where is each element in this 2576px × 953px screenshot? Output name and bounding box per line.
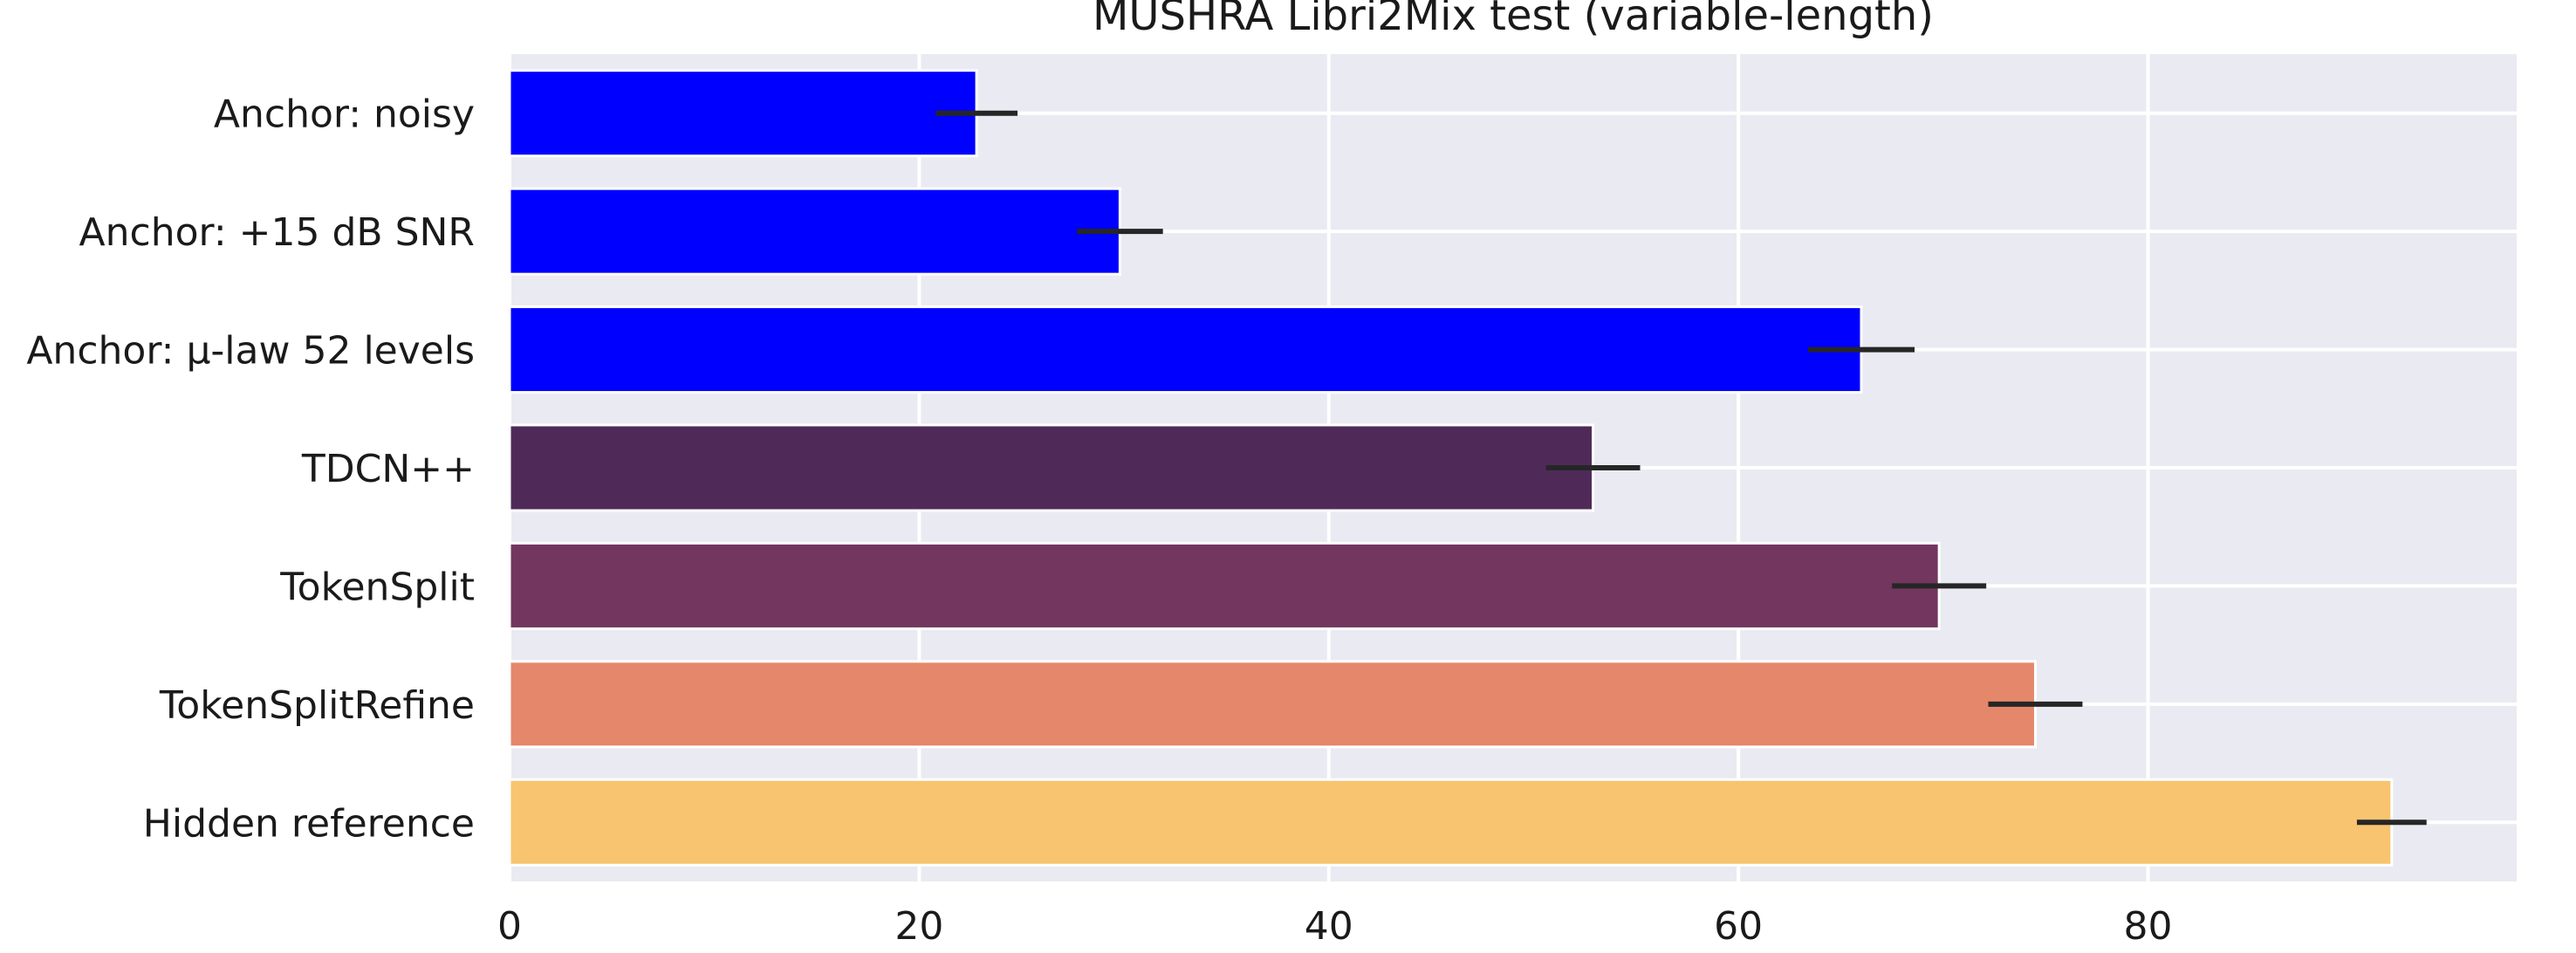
category-label-6: Hidden reference: [143, 801, 475, 846]
category-label-5: TokenSplitRefine: [159, 683, 475, 728]
x-tick-label-4: 80: [2124, 904, 2173, 949]
bar-2: [508, 305, 1863, 394]
category-label-0: Anchor: noisy: [214, 93, 475, 137]
bar-5: [508, 660, 2037, 749]
chart-title: MUSHRA Libri2Mix test (variable-length): [1093, 0, 1934, 40]
bar-6: [508, 778, 2394, 867]
bar-1: [508, 187, 1121, 276]
bar-4: [508, 541, 1941, 630]
category-label-4: TokenSplit: [279, 565, 475, 609]
category-label-3: TDCN++: [301, 447, 475, 491]
category-label-2: Anchor: μ-law 52 levels: [26, 329, 475, 374]
x-tick-label-2: 40: [1305, 904, 1353, 949]
category-label-1: Anchor: +15 dB SNR: [79, 210, 475, 255]
x-tick-label-0: 0: [497, 904, 522, 949]
bar-3: [508, 423, 1595, 512]
category-labels: Anchor: noisy Anchor: +15 dB SNR Anchor: μ…: [26, 93, 475, 847]
x-tick-label-3: 60: [1714, 904, 1763, 949]
x-tick-label-1: 20: [894, 904, 943, 949]
x-tick-labels: 0 20 40 60 80: [497, 904, 2173, 949]
error-bars: [935, 110, 2427, 826]
bar-0: [508, 69, 978, 158]
